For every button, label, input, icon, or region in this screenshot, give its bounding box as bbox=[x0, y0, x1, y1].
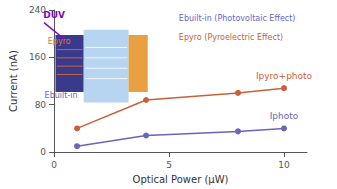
svg-text:Epyro (Pyroelectric Effect): Epyro (Pyroelectric Effect) bbox=[179, 33, 283, 42]
svg-text:240: 240 bbox=[28, 5, 47, 15]
svg-text:Ipyro+photo: Ipyro+photo bbox=[256, 71, 313, 81]
svg-text:0: 0 bbox=[40, 147, 46, 157]
svg-text:Ebuilt-in: Ebuilt-in bbox=[45, 91, 78, 100]
svg-text:Ebuilt-in (Photovoltaic Effect: Ebuilt-in (Photovoltaic Effect) bbox=[179, 14, 296, 23]
svg-text:Current (nA): Current (nA) bbox=[8, 50, 19, 112]
svg-text:160: 160 bbox=[29, 52, 46, 62]
svg-text:Optical Power (μW): Optical Power (μW) bbox=[133, 174, 229, 185]
svg-text:Iphoto: Iphoto bbox=[270, 111, 299, 121]
svg-text:5: 5 bbox=[166, 160, 172, 170]
svg-text:DUV: DUV bbox=[43, 10, 65, 20]
svg-text:10: 10 bbox=[278, 160, 290, 170]
svg-text:0: 0 bbox=[51, 160, 57, 170]
svg-text:Epyro: Epyro bbox=[48, 37, 71, 46]
svg-text:80: 80 bbox=[35, 100, 47, 110]
